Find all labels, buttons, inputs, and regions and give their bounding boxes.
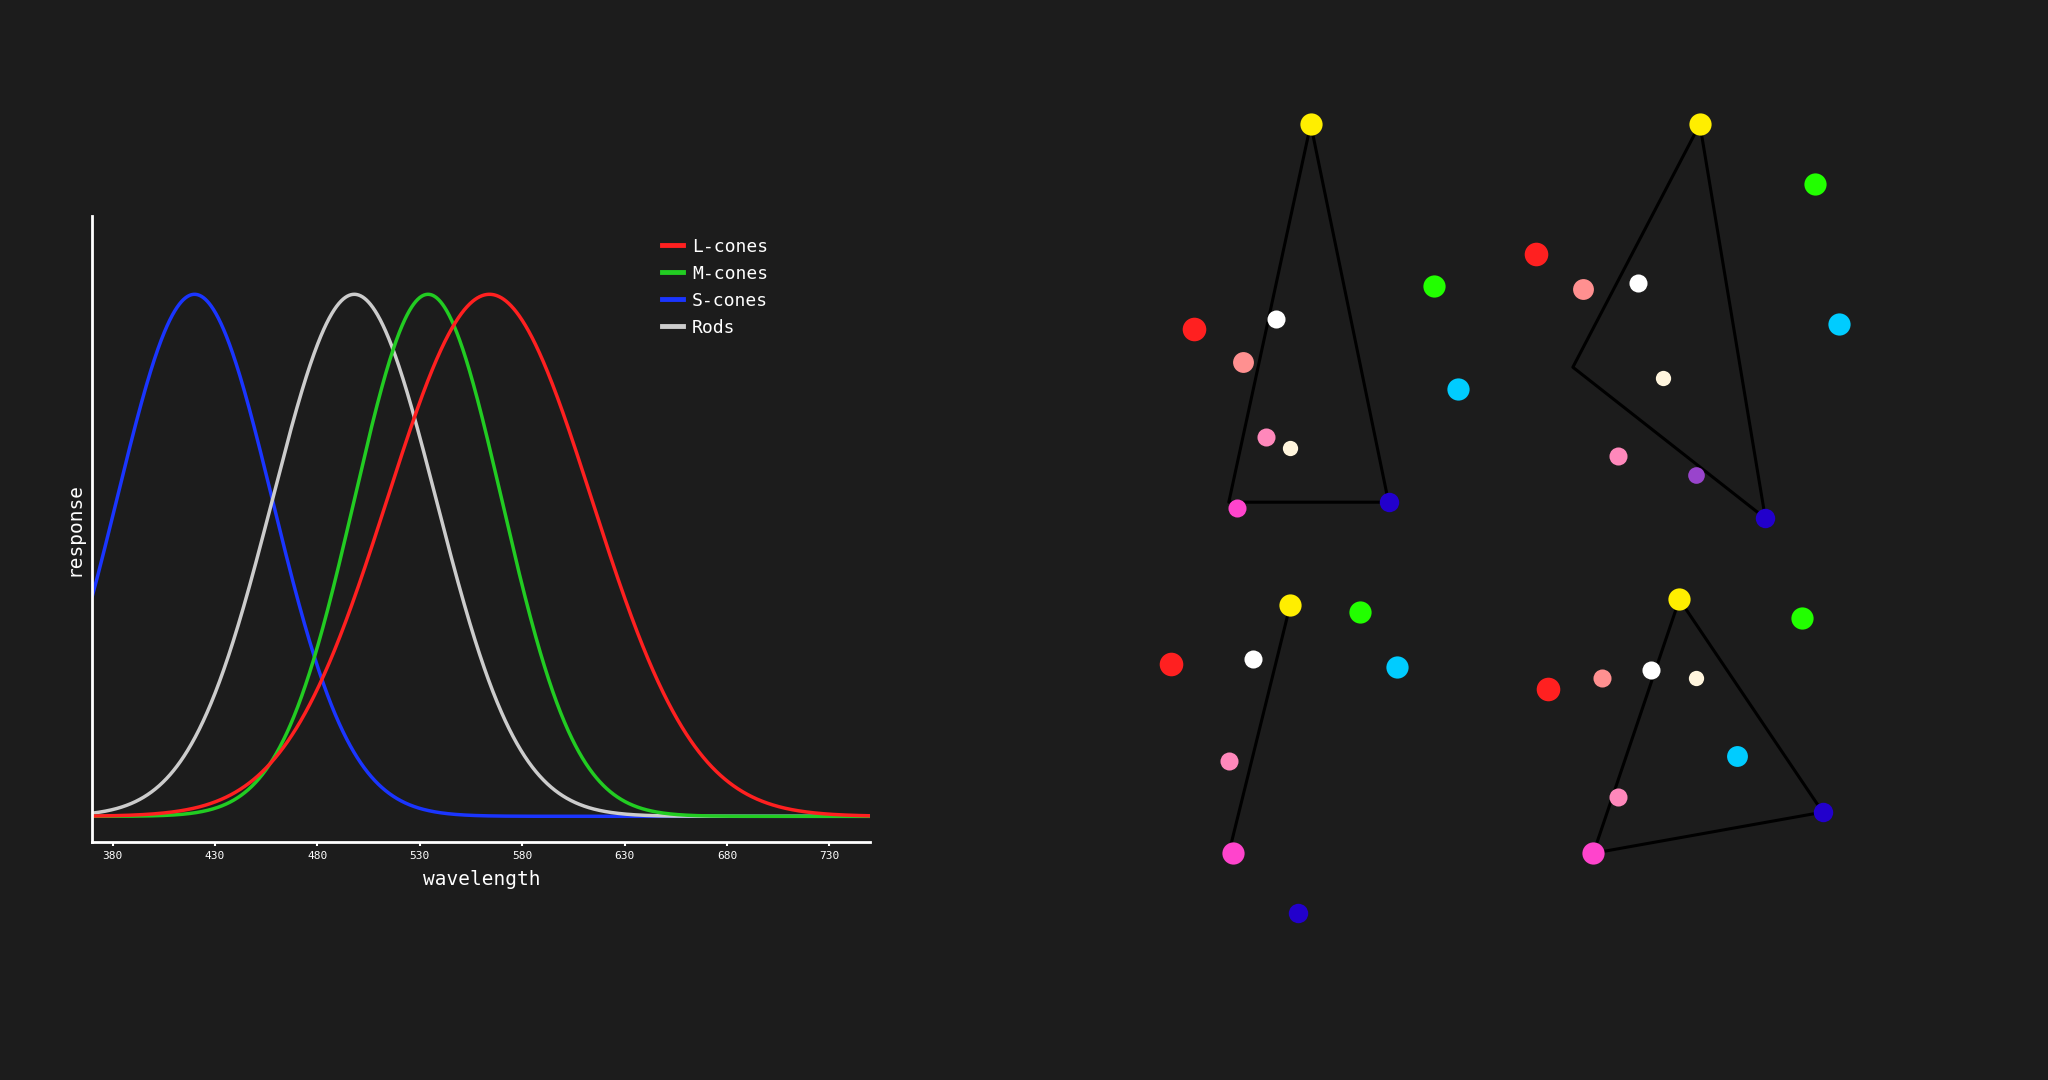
Y-axis label: response: response (66, 482, 84, 577)
X-axis label: wavelength: wavelength (422, 869, 541, 889)
Legend: L-cones, M-cones, S-cones, Rods: L-cones, M-cones, S-cones, Rods (662, 238, 768, 337)
